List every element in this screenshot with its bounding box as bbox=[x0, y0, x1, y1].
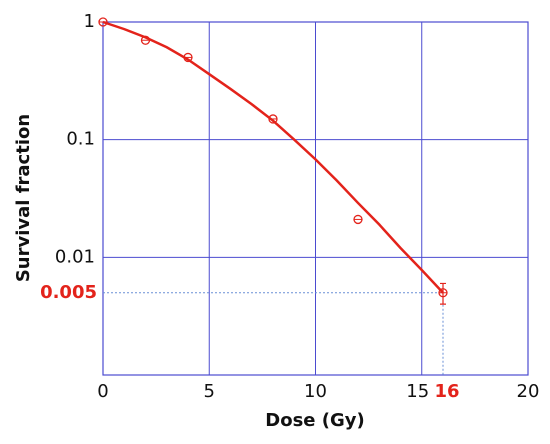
x-tick-label: 0 bbox=[97, 381, 108, 402]
y-tick-label: 0.1 bbox=[66, 129, 95, 150]
error-bar bbox=[440, 282, 446, 305]
x-tick-label: 15 bbox=[406, 381, 429, 402]
fit-line bbox=[102, 20, 444, 294]
plot-frame bbox=[102, 21, 529, 376]
reference-label: 16 bbox=[434, 381, 459, 402]
y-axis-title: Survival fraction bbox=[13, 114, 34, 282]
y-tick-label: 0.01 bbox=[55, 246, 95, 267]
x-tick-label: 10 bbox=[304, 381, 327, 402]
reference-label: 0.005 bbox=[40, 282, 97, 303]
x-tick-label: 5 bbox=[204, 381, 215, 402]
x-tick-label: 20 bbox=[517, 381, 540, 402]
y-tick-label: 1 bbox=[84, 11, 95, 32]
x-axis-title: Dose (Gy) bbox=[265, 410, 364, 431]
